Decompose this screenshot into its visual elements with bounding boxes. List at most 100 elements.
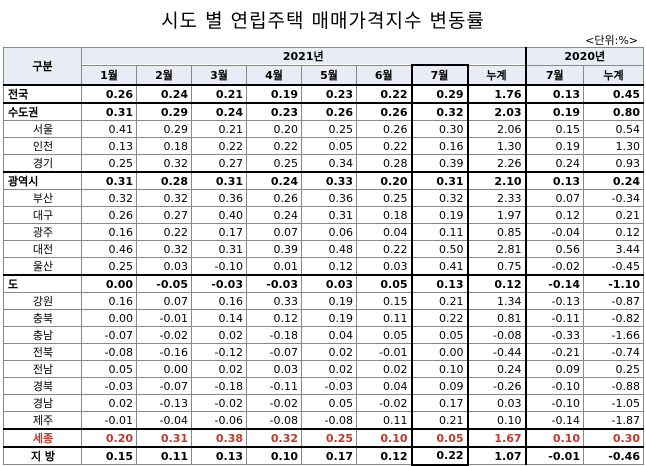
table-cell: 0.32 [246,428,302,448]
table-cell: 1.30 [467,137,526,155]
table-cell: 0.23 [246,102,302,121]
table-cell: 0.29 [410,84,469,104]
table-cell: 0.13 [81,137,137,155]
table-cell: 0.11 [410,223,469,241]
table-cell: 0.25 [583,360,644,378]
table-cell: 0.07 [136,292,192,310]
table-cell: -0.14 [524,411,584,430]
table-cell: 0.05 [301,137,357,155]
unit-label: <단위:%> [585,34,638,47]
table-cell: -0.18 [246,326,302,344]
table-cell: 0.41 [410,257,469,276]
table-cell: 0.03 [301,274,357,293]
table-cell: 0.03 [246,360,302,378]
table-cell: 0.07 [524,189,584,207]
table-cell: 0.10 [467,411,526,430]
table-cell: 0.24 [246,206,302,224]
table-cell: 0.19 [246,84,302,104]
row-label: 강원 [3,292,82,310]
table-row: 경남 0.02 -0.13 -0.02 -0.02 0.05 -0.02 0.17 0.03 -0… [3,394,644,412]
table-cell: -0.08 [467,326,526,344]
header-col: 5월 [301,64,357,86]
table-cell: -0.21 [524,343,584,361]
table-cell: 0.21 [410,292,469,310]
table-cell: 0.20 [81,428,137,448]
table-cell: 0.27 [191,154,247,173]
table-cell: 0.10 [356,428,412,448]
table-cell: 0.24 [524,154,584,173]
row-label: 충남 [3,326,82,344]
table-cell: 2.33 [467,189,526,207]
table-cell: 0.02 [191,360,247,378]
table-cell: 0.19 [410,206,469,224]
table-cell: 3.44 [583,240,644,258]
table-cell: 0.46 [81,240,137,258]
table-cell: 0.14 [191,309,247,327]
table-cell: 0.05 [356,326,412,344]
row-label: 대구 [3,206,82,224]
table-cell: -0.07 [136,377,192,395]
table-cell: 0.26 [356,102,412,121]
table-cell: 0.19 [524,137,584,155]
header-region: 구분 [3,47,82,86]
table-cell: 0.25 [356,189,412,207]
table-cell: 0.22 [410,446,469,466]
table-cell: 0.75 [467,257,526,276]
row-label: 인천 [3,137,82,155]
table-row: 전북 -0.08 -0.16 -0.12 -0.07 0.02 -0.01 0.00 -0.44… [3,343,644,361]
table-cell: 0.20 [356,171,412,190]
table-cell: 0.48 [301,240,357,258]
table-cell: -0.26 [467,377,526,395]
row-label: 수도권 [3,102,82,121]
table-cell: -0.02 [136,326,192,344]
table-cell: -0.13 [524,292,584,310]
table-cell: 0.85 [467,223,526,241]
table-cell: 2.03 [467,102,526,121]
table-cell: 0.25 [301,428,357,448]
table-cell: 0.24 [583,171,644,190]
table-cell: 0.30 [410,120,469,138]
table-row: 경기 0.25 0.32 0.27 0.25 0.34 0.28 0.39 2.26 0.24 0.… [3,154,644,173]
table-cell: 0.03 [136,257,192,276]
table-cell: 0.19 [301,292,357,310]
table-cell: 0.24 [246,171,302,190]
header-year-2021: 2021년 [81,47,526,66]
row-label: 경남 [3,394,82,412]
table-cell: 0.28 [136,171,192,190]
table-row: 대구 0.26 0.27 0.40 0.24 0.31 0.18 0.19 1.97 0.12 0.… [3,206,644,224]
table-row: 수도권 0.31 0.29 0.24 0.23 0.26 0.26 0.32 2.03 0.19 0… [3,102,644,121]
table-cell: 0.41 [81,120,137,138]
header-col: 2월 [136,64,192,86]
table-cell: -0.46 [583,446,644,465]
table-cell: 0.32 [81,189,137,207]
table-cell: 0.10 [524,428,584,448]
table-cell: -0.03 [191,274,247,293]
table-cell: -0.02 [356,394,412,412]
table-cell: -0.03 [301,377,357,395]
table-cell: -1.87 [583,411,644,430]
table-cell: 0.18 [356,206,412,224]
table-cell: 1.34 [467,292,526,310]
table-cell: 0.56 [524,240,584,258]
table-cell: -0.11 [524,309,584,327]
table-row: 경북 -0.03 -0.07 -0.18 -0.11 -0.03 0.04 0.09 -0.26… [3,377,644,395]
table-cell: -0.08 [301,411,357,430]
table-cell: 0.12 [246,309,302,327]
table-row: 전남 0.05 0.00 0.02 0.03 0.02 0.02 0.10 0.24 0.09 0.… [3,360,644,378]
table-cell: 1.30 [583,137,644,155]
table-cell: 0.13 [524,84,584,104]
table-cell: 0.17 [301,446,357,465]
table-cell: 1.67 [467,428,526,448]
table-cell: 0.00 [136,360,192,378]
table-cell: -0.07 [246,343,302,361]
table-cell: -0.11 [246,377,302,395]
table-cell: 0.25 [301,120,357,138]
table-cell: 2.26 [467,154,526,173]
page-title: 시도 별 연립주택 매매가격지수 변동률 [161,10,485,32]
row-label: 충북 [3,309,82,327]
table-cell: 0.03 [467,394,526,412]
table-cell: 0.16 [410,137,469,155]
table-cell: 0.21 [410,411,469,430]
table-cell: 0.29 [136,102,192,121]
table-cell: 0.31 [81,102,137,121]
